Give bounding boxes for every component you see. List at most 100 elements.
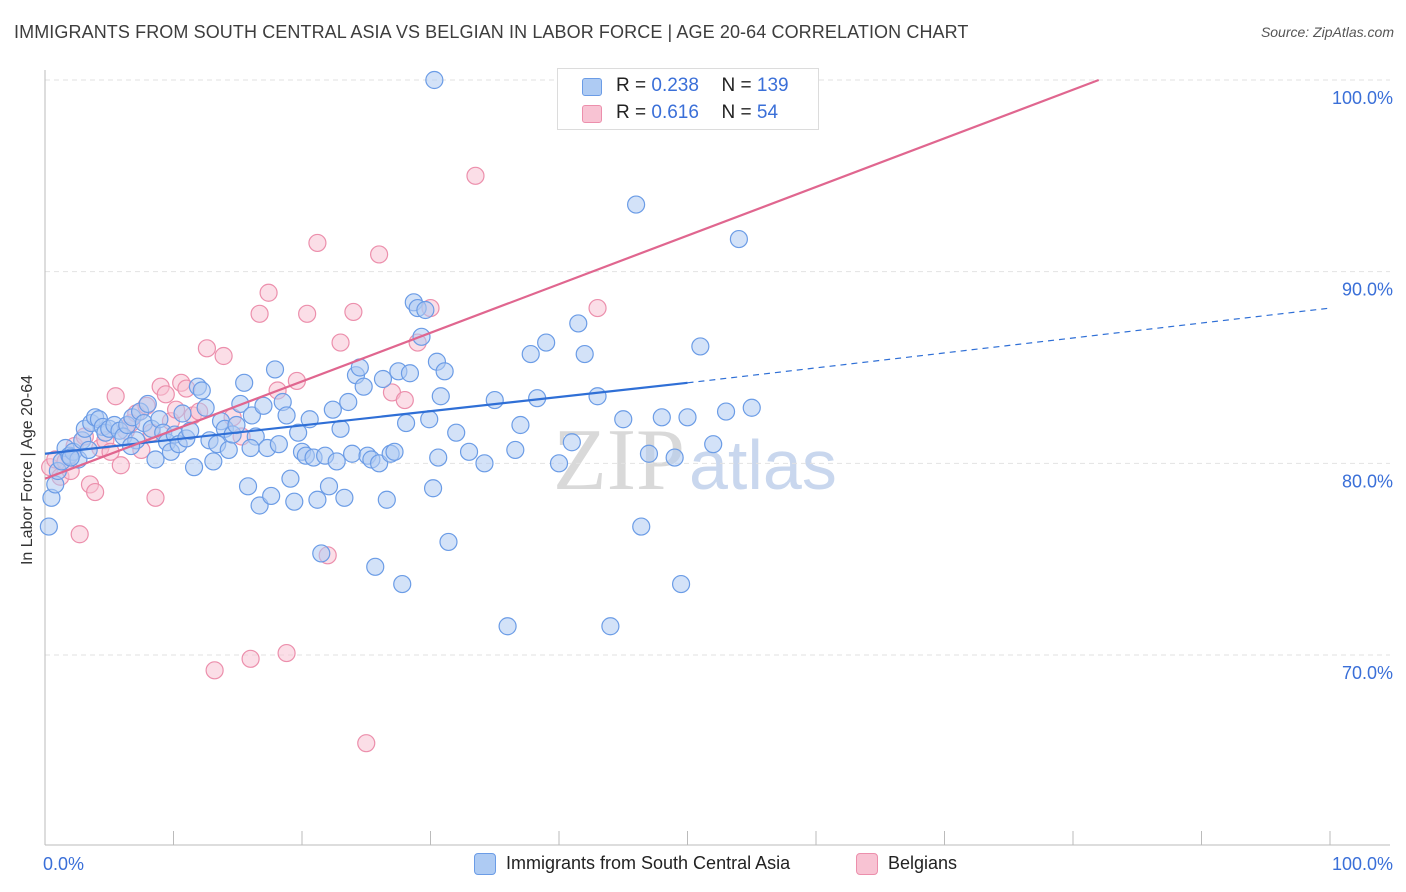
tick-labels: 70.0% 80.0% 90.0% 100.0% 0.0% 100.0% bbox=[43, 88, 1393, 874]
belgians-point bbox=[395, 390, 414, 410]
south-central-asia-point bbox=[569, 314, 588, 333]
belgians-point bbox=[298, 304, 317, 323]
belgians-point bbox=[106, 387, 125, 406]
south-central-asia-point bbox=[343, 444, 362, 463]
south-central-asia-point bbox=[420, 410, 439, 429]
belgians-point bbox=[241, 649, 260, 668]
x-tick-label: 0.0% bbox=[43, 854, 84, 874]
south-central-asia-point bbox=[262, 486, 281, 506]
south-central-asia-point bbox=[319, 477, 339, 496]
south-central-asia-point bbox=[416, 300, 435, 320]
source-label: Source: ZipAtlas.com bbox=[1260, 24, 1394, 40]
belgians-point bbox=[70, 525, 89, 544]
south-central-asia-point bbox=[281, 469, 300, 488]
south-central-asia-point bbox=[339, 392, 358, 412]
south-central-asia-point bbox=[439, 532, 458, 552]
south-central-asia-point bbox=[173, 404, 192, 423]
belgians-point bbox=[466, 166, 485, 185]
south-central-asia-point bbox=[729, 229, 749, 249]
south-central-asia-point bbox=[265, 360, 285, 379]
south-central-asia-point bbox=[396, 413, 416, 433]
south-central-asia-point bbox=[549, 454, 569, 473]
belgians-point bbox=[344, 302, 363, 322]
south-central-asia-point bbox=[373, 369, 393, 389]
watermark-zip: ZIP bbox=[553, 412, 685, 509]
pink-swatch-icon bbox=[856, 853, 878, 875]
south-central-asia-point bbox=[506, 440, 525, 460]
south-central-asia-point bbox=[192, 381, 211, 400]
blue-swatch-icon bbox=[582, 78, 602, 96]
x-tick-label: 100.0% bbox=[1332, 854, 1393, 874]
trend-lines bbox=[44, 78, 1331, 480]
south-central-asia-point bbox=[601, 617, 620, 636]
r-value: 0.616 bbox=[651, 102, 699, 123]
south-central-asia-point bbox=[431, 387, 450, 406]
south-central-asia-point bbox=[312, 544, 331, 563]
belgians-point bbox=[250, 304, 269, 323]
correlation-legend: R = 0.238 N = 139 R = 0.616 N = 54 bbox=[557, 68, 819, 130]
belgians-point bbox=[277, 643, 296, 663]
belgians-point bbox=[370, 245, 389, 264]
south-central-asia-trend-line bbox=[44, 381, 688, 455]
south-central-asia-point bbox=[562, 433, 581, 452]
south-central-asia-point bbox=[238, 477, 258, 496]
belgians-trend-line bbox=[44, 78, 1100, 480]
south-central-asia-point bbox=[511, 415, 530, 435]
south-central-asia-point bbox=[354, 377, 373, 396]
y-tick-label: 70.0% bbox=[1342, 663, 1393, 683]
n-value: 139 bbox=[756, 75, 789, 96]
belgians-point bbox=[197, 339, 217, 358]
south-central-asia-point bbox=[447, 423, 466, 442]
south-central-asia-point bbox=[678, 408, 697, 427]
south-central-asia-point bbox=[498, 617, 517, 636]
belgians-point bbox=[111, 456, 130, 475]
r-value: 0.238 bbox=[651, 75, 699, 96]
south-central-asia-point bbox=[269, 435, 288, 454]
r-label: R = bbox=[616, 75, 647, 96]
south-central-asia-point bbox=[219, 440, 238, 460]
south-central-asia-point bbox=[652, 408, 671, 427]
south-central-asia-point bbox=[425, 70, 444, 90]
belgians-point bbox=[259, 283, 278, 302]
n-value: 54 bbox=[756, 102, 779, 123]
south-central-asia-point bbox=[335, 488, 354, 507]
south-central-asia-point bbox=[289, 423, 308, 442]
legend-label: Immigrants from South Central Asia bbox=[506, 853, 791, 873]
south-central-asia-point bbox=[665, 448, 684, 467]
south-central-asia-point bbox=[254, 396, 273, 415]
south-central-asia-point bbox=[742, 398, 761, 417]
belgians-point bbox=[146, 488, 165, 507]
south-central-asia-point bbox=[537, 333, 556, 352]
south-central-asia-point bbox=[575, 344, 594, 364]
south-central-asia-point bbox=[614, 410, 633, 429]
south-central-asia-point bbox=[204, 452, 223, 471]
south-central-asia-point bbox=[632, 517, 651, 536]
south-central-asia-point bbox=[377, 490, 396, 509]
n-label: N = bbox=[721, 102, 752, 123]
south-central-asia-point bbox=[323, 400, 342, 419]
south-central-asia-point bbox=[521, 344, 540, 364]
y-tick-label: 80.0% bbox=[1342, 471, 1393, 491]
belgians-point bbox=[214, 346, 233, 366]
south-central-asia-point bbox=[691, 337, 710, 356]
belgians-point bbox=[205, 661, 224, 680]
chart-title: IMMIGRANTS FROM SOUTH CENTRAL ASIA VS BE… bbox=[14, 22, 969, 42]
y-tick-label: 90.0% bbox=[1342, 280, 1393, 300]
belgians-point bbox=[308, 233, 327, 253]
south-central-asia-point bbox=[146, 450, 165, 469]
south-central-asia-point bbox=[235, 373, 254, 392]
south-central-asia-point bbox=[308, 490, 327, 509]
south-central-asia-point bbox=[393, 574, 412, 594]
r-label: R = bbox=[616, 102, 647, 123]
south-central-asia-point bbox=[716, 402, 736, 421]
south-central-asia-point bbox=[277, 406, 296, 425]
south-central-asia-point bbox=[61, 448, 80, 467]
south-central-asia-point bbox=[327, 452, 346, 471]
south-central-asia-point bbox=[671, 574, 691, 594]
south-central-asia-point bbox=[475, 454, 494, 473]
south-central-asia-point bbox=[366, 557, 385, 576]
belgians-point bbox=[86, 482, 105, 502]
axes bbox=[44, 70, 1390, 846]
pink-swatch-icon bbox=[582, 105, 602, 123]
belgians-point bbox=[156, 385, 175, 404]
